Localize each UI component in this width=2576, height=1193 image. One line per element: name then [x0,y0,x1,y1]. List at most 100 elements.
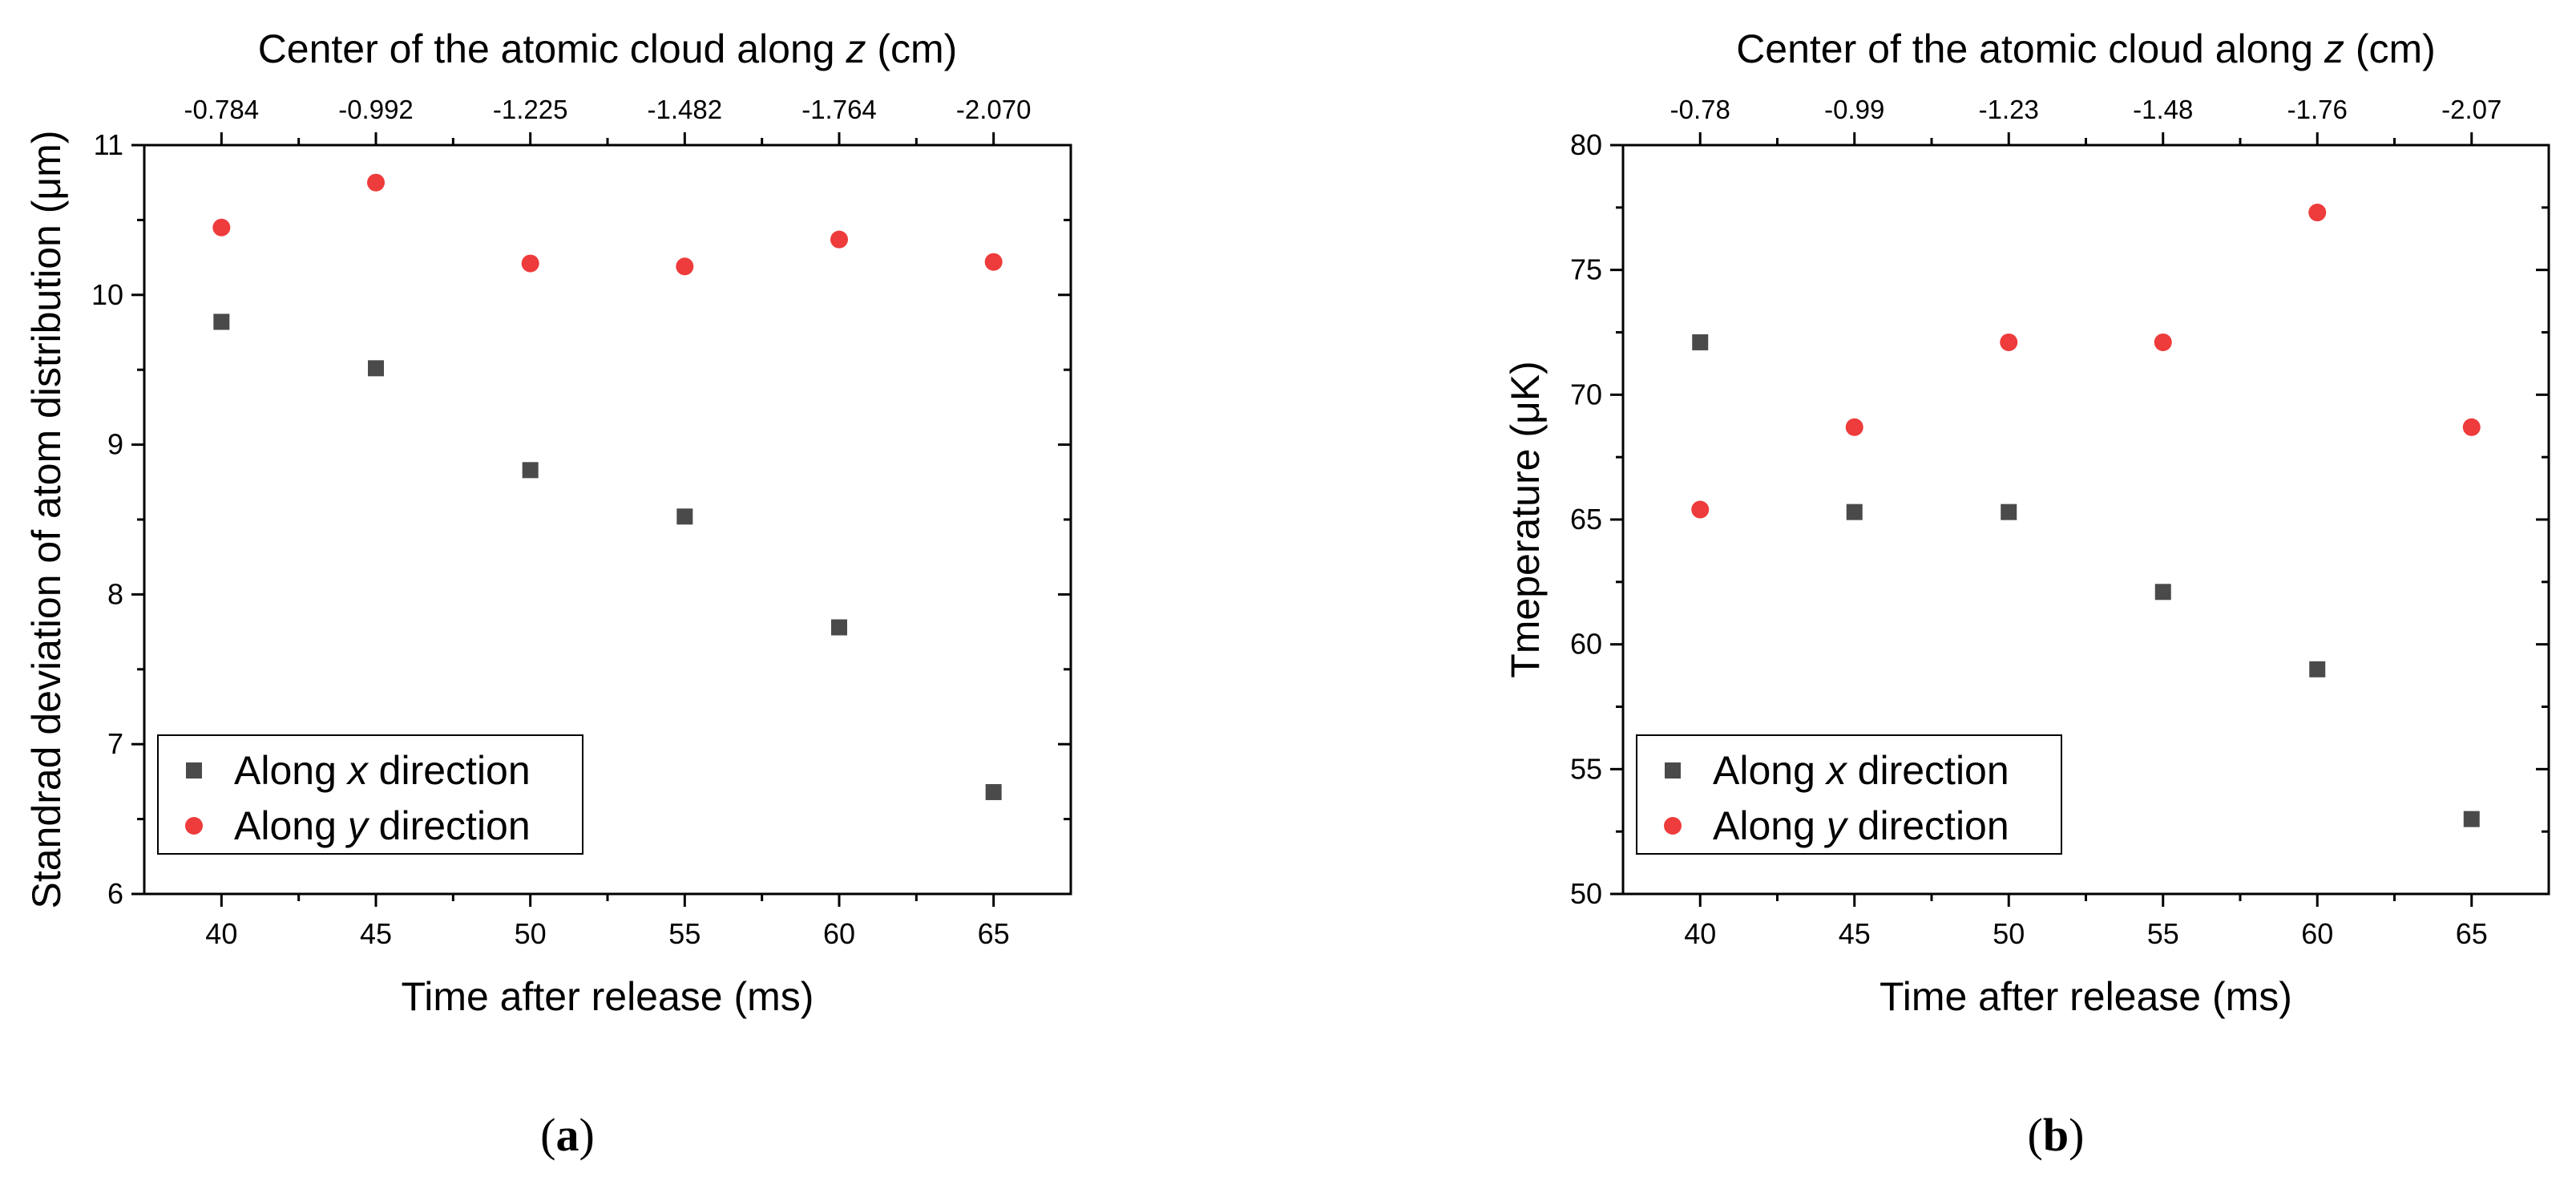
top-tick-label: -1.482 [648,95,723,124]
data-point-series-y [830,230,848,249]
top-tick-label: -1.23 [1979,95,2039,124]
top-tick-label: -2.07 [2441,95,2501,124]
x-tick-label: 60 [2301,917,2333,950]
top-axis-title: Center of the atomic cloud along z (cm) [1736,26,2436,71]
panel-label-letter: b [2043,1109,2069,1161]
data-point-series-y [2462,418,2481,436]
legend-label-y: Along y direction [1713,803,2009,848]
x-axis-title: Time after release (ms) [1880,974,2292,1019]
legend-label-y-part: y [1824,803,1849,848]
chart-panel-b: 40 -0.78 45 -0.99 50 -1.23 55 -1.48 60 -1.76 65 -2.… [1503,26,2550,1019]
top-tick-label: -0.992 [338,95,414,124]
y-axis-title: Tmeperature (μK) [1503,361,1548,678]
y-tick-label: 55 [1570,752,1602,785]
panel-label-paren-close: ) [2069,1109,2084,1161]
top-axis-title-part: z [2324,26,2344,71]
data-point-series-x [831,619,847,636]
data-point-series-y [984,253,1003,271]
legend-label-y: Along y direction [234,803,531,848]
x-tick-label: 65 [978,917,1010,950]
top-axis-title-part: Center of the atomic cloud along [1736,26,2324,71]
top-axis-title-part: Center of the atomic cloud along [258,26,846,71]
top-tick-label: -0.78 [1670,95,1730,124]
legend-label-x-part: direction [1847,748,2009,793]
data-point-series-x [213,313,230,330]
data-point-series-y [2000,333,2018,351]
y-tick-label: 10 [91,278,123,311]
x-tick-label: 55 [668,917,701,950]
panel-label-b: (b) [2028,1109,2085,1161]
legend-label-y-part: direction [1847,803,2009,848]
panel-label-paren-open: ( [540,1109,555,1161]
y-tick-label: 60 [1570,628,1602,661]
y-tick-label: 11 [94,128,123,161]
data-point-series-y [676,257,694,276]
data-point-series-x [2154,584,2171,601]
data-point-series-x [522,462,539,479]
data-point-series-x [2463,811,2480,827]
y-tick-label: 7 [107,727,123,760]
legend-label-x-part: Along [1713,748,1827,793]
top-tick-label: -1.48 [2133,95,2193,124]
legend-label-x-part: x [1825,748,1848,793]
top-tick-label: -1.764 [801,95,877,124]
legend-marker-y [1664,817,1682,835]
y-tick-label: 50 [1570,877,1602,910]
legend-label-x-part: x [346,748,369,793]
top-axis-title-part: z [845,26,866,71]
top-axis-title-part: (cm) [866,26,957,71]
x-tick-label: 50 [1993,917,2025,950]
y-tick-label: 80 [1570,128,1602,161]
data-point-series-y [2154,333,2172,351]
data-point-series-x [2001,503,2017,520]
top-tick-label: -0.99 [1824,95,1884,124]
data-point-series-y [1845,418,1863,436]
legend-label-y-part: direction [368,803,531,848]
top-tick-label: -1.76 [2287,95,2348,124]
legend-box [157,734,583,855]
panel-label-a: (a) [540,1109,595,1161]
legend-box [1636,734,2062,855]
legend-label-x: Along x direction [234,748,531,793]
data-point-series-y [212,218,231,237]
chart-panel-a: 40 -0.784 45 -0.992 50 -1.225 55 -1.482 60 -1.764… [24,26,1072,1019]
data-point-series-y [367,173,385,192]
legend-label-y-part: Along [234,803,348,848]
y-tick-label: 8 [107,577,123,610]
data-point-series-x [676,508,693,525]
data-point-series-x [2309,661,2326,677]
x-tick-label: 60 [823,917,855,950]
data-point-series-x [1846,503,1863,520]
x-tick-label: 50 [515,917,547,950]
legend-label-x-part: Along [234,748,348,793]
top-axis-title-part: (cm) [2344,26,2436,71]
data-point-series-y [521,254,539,273]
y-tick-label: 75 [1570,253,1602,286]
x-tick-label: 65 [2456,917,2488,950]
top-tick-label: -0.784 [184,95,260,124]
legend-marker-y [185,817,203,835]
y-tick-label: 6 [107,877,123,910]
legend-label-y-part: y [345,803,370,848]
x-tick-label: 45 [1839,917,1871,950]
legend-marker-x [186,762,202,778]
y-tick-label: 70 [1570,378,1602,410]
top-axis-title: Center of the atomic cloud along z (cm) [258,26,958,71]
panel-label-paren-open: ( [2028,1109,2043,1161]
data-point-series-y [2308,204,2327,222]
data-point-series-x [985,783,1002,800]
panel-label-paren-close: ) [579,1109,595,1161]
data-point-series-x [368,360,384,377]
top-tick-label: -2.070 [956,95,1032,124]
legend-marker-x [1665,762,1681,778]
data-point-series-x [1692,334,1709,350]
legend-label-y-part: Along [1713,803,1827,848]
top-tick-label: -1.225 [493,95,568,124]
legend-label-x-part: direction [368,748,531,793]
y-tick-label: 65 [1570,503,1602,536]
x-tick-label: 55 [2147,917,2179,950]
panel-label-letter: a [556,1109,579,1161]
